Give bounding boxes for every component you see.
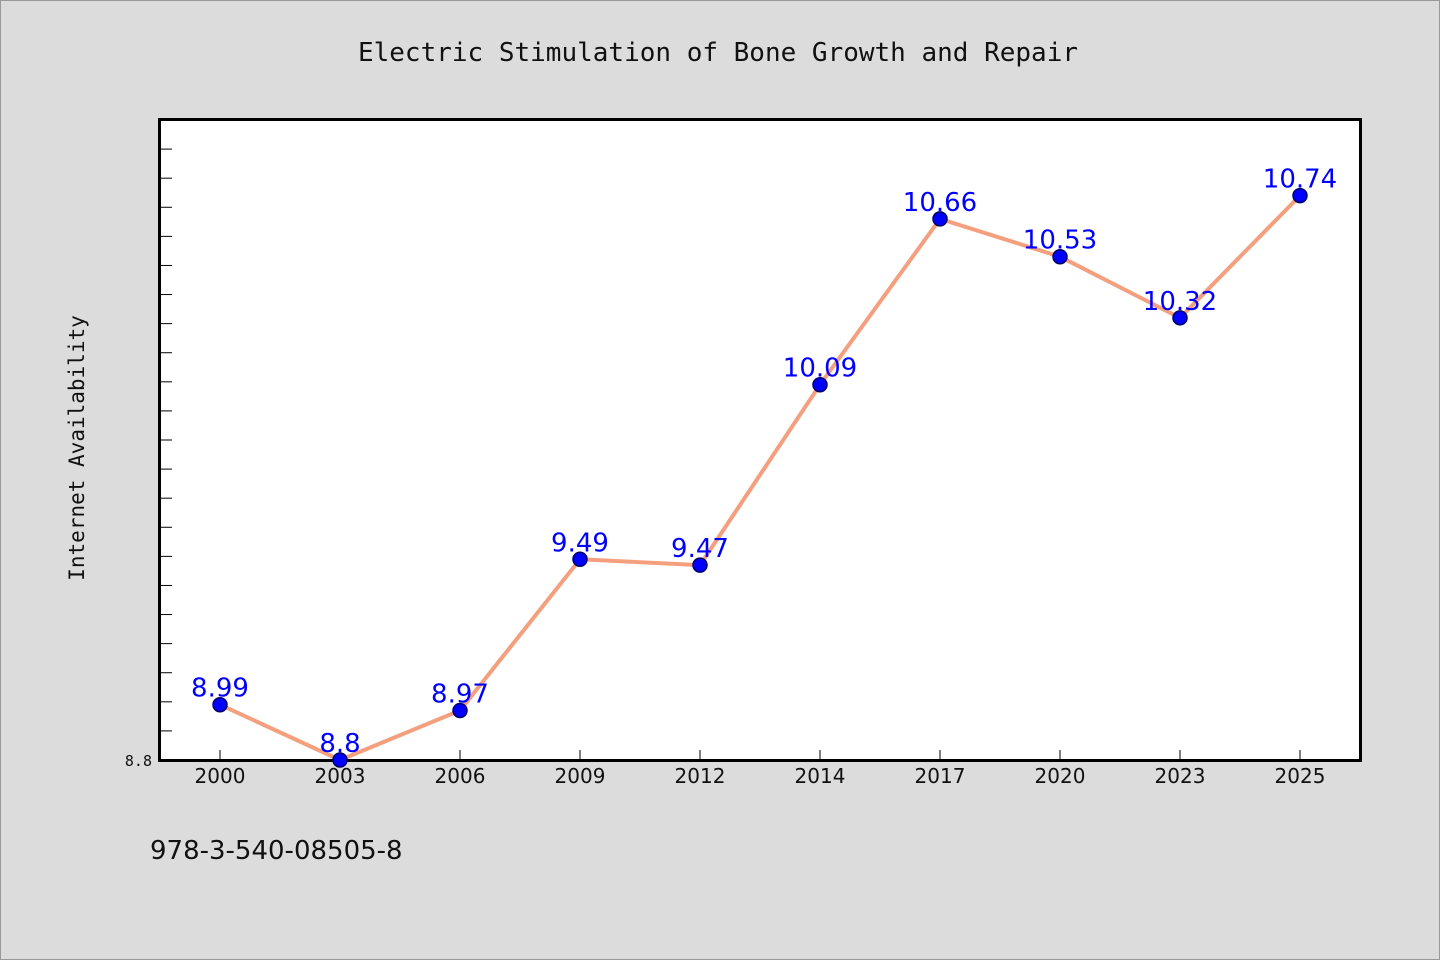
data-label: 8.8 <box>319 729 360 759</box>
data-point-marker <box>212 696 228 713</box>
x-tick-label: 2009 <box>555 764 606 788</box>
series-line <box>218 193 1302 762</box>
data-point-marker <box>932 211 948 227</box>
footer-isbn: 978-3-540-08505-8 <box>150 836 403 866</box>
x-tick-label: 2003 <box>315 764 366 788</box>
plot-area <box>158 118 1362 762</box>
data-label: 10.09 <box>783 354 857 384</box>
x-axis-tick-labels: 2000 2003 2006 2009 2012 2014 2017 2020 2023 2025 <box>195 764 1326 788</box>
y-axis-label: Internet Availability <box>65 315 89 581</box>
x-tick-label: 2006 <box>435 764 486 788</box>
data-point-marker <box>452 702 468 719</box>
x-tick-label: 2025 <box>1275 764 1326 788</box>
data-label: 9.49 <box>551 528 609 558</box>
x-tick-label: 2023 <box>1155 764 1206 788</box>
data-point-marker <box>572 551 588 568</box>
y-tick-label: 8.8 <box>125 752 152 770</box>
data-labels: 8.99 8.8 8.97 9.49 9.47 10.09 10.66 10.53 10.32 1… <box>191 165 1337 759</box>
x-tick-label: 2017 <box>915 764 966 788</box>
data-point-marker <box>1172 310 1188 326</box>
x-tick-label: 2014 <box>795 764 846 788</box>
data-point-marker <box>692 557 708 573</box>
data-label: 8.99 <box>191 674 249 704</box>
x-tick-label: 2020 <box>1035 764 1086 788</box>
x-tick-label: 2000 <box>195 764 246 788</box>
data-point-marker <box>1292 187 1308 204</box>
data-label: 10.32 <box>1143 287 1217 317</box>
data-label: 8.97 <box>431 680 489 710</box>
x-tick-label: 2012 <box>675 764 726 788</box>
data-points <box>212 187 1308 768</box>
data-label: 10.74 <box>1263 165 1337 195</box>
data-label: 10.53 <box>1023 226 1097 256</box>
data-point-marker <box>1052 248 1068 265</box>
y-axis-ticks <box>160 148 172 732</box>
data-label: 10.66 <box>903 188 977 218</box>
chart-title: Electric Stimulation of Bone Growth and … <box>358 38 1078 68</box>
data-point-marker <box>812 376 828 393</box>
data-label: 9.47 <box>671 534 729 564</box>
data-point-marker <box>332 752 348 768</box>
